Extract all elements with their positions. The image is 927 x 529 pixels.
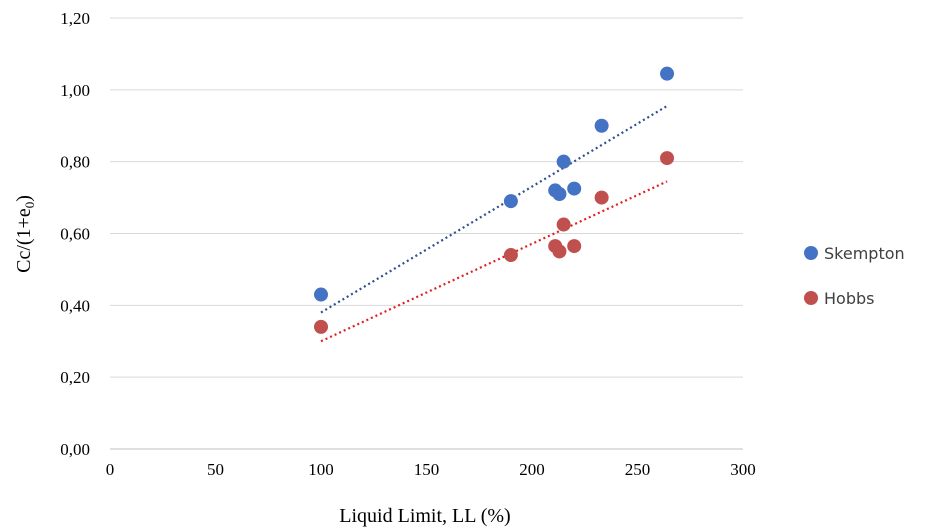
legend: Skempton Hobbs <box>804 244 905 308</box>
x-tick-label: 300 <box>730 460 756 479</box>
y-tick-label: 0,40 <box>60 296 90 315</box>
data-point-skempton <box>556 154 571 169</box>
y-tick-label: 1,00 <box>60 81 90 100</box>
x-axis-ticks: 0 50 100 150 200 250 300 <box>106 460 756 479</box>
data-point-skempton <box>552 186 567 201</box>
trendlines <box>320 105 668 343</box>
legend-marker-hobbs <box>804 291 818 305</box>
x-tick-label: 200 <box>519 460 545 479</box>
y-axis-title-subscript: 0 <box>22 202 37 209</box>
data-point-hobbs <box>660 151 675 166</box>
legend-marker-skempton <box>804 246 818 260</box>
x-tick-label: 0 <box>106 460 115 479</box>
data-point-skempton <box>503 194 518 209</box>
legend-label-skempton: Skempton <box>824 244 905 263</box>
trendline-hobbs <box>320 180 668 343</box>
x-tick-label: 50 <box>207 460 224 479</box>
y-tick-label: 0,80 <box>60 153 90 172</box>
grid <box>110 17 743 450</box>
data-point-skempton <box>594 118 609 133</box>
data-point-hobbs <box>556 217 571 232</box>
x-tick-label: 250 <box>625 460 651 479</box>
data-point-hobbs <box>594 190 609 205</box>
data-point-hobbs <box>552 244 567 259</box>
data-point-skempton <box>567 181 582 196</box>
y-axis-ticks: 0,00 0,20 0,40 0,60 0,80 1,00 1,20 <box>60 9 90 459</box>
y-tick-label: 0,60 <box>60 225 90 244</box>
data-point-hobbs <box>314 319 328 334</box>
data-points <box>314 66 675 334</box>
x-axis-title: Liquid Limit, LL (%) <box>339 505 510 527</box>
y-axis-title-end: ) <box>13 195 35 202</box>
trendline-skempton <box>320 105 668 314</box>
y-tick-label: 0,20 <box>60 368 90 387</box>
y-axis-title-base: Cc/(1+e <box>13 208 35 273</box>
y-tick-label: 1,20 <box>60 9 90 28</box>
data-point-skempton <box>314 287 328 302</box>
legend-label-hobbs: Hobbs <box>824 289 874 308</box>
x-tick-label: 150 <box>414 460 440 479</box>
y-tick-label: 0,00 <box>60 440 90 459</box>
y-axis-title: Cc/(1+e0) <box>13 195 37 273</box>
data-point-skempton <box>660 66 675 81</box>
data-point-hobbs <box>503 248 518 263</box>
data-point-hobbs <box>567 239 582 254</box>
x-tick-label: 100 <box>308 460 334 479</box>
